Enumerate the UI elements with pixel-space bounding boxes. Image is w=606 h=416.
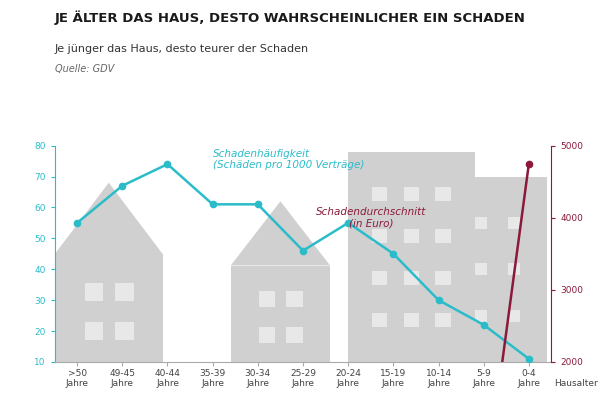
Bar (436, 229, 451, 243)
Text: Schadenhäufigkeit
(Schäden pro 1000 Verträge): Schadenhäufigkeit (Schäden pro 1000 Vert… (213, 149, 364, 170)
Bar (372, 313, 387, 327)
Bar (287, 291, 303, 307)
Bar (474, 310, 487, 322)
Bar (508, 263, 520, 275)
Bar (115, 283, 134, 301)
Bar (474, 263, 487, 275)
Text: JE ÄLTER DAS HAUS, DESTO WAHRSCHEINLICHER EIN SCHADEN: JE ÄLTER DAS HAUS, DESTO WAHRSCHEINLICHE… (55, 10, 525, 25)
Bar (436, 187, 451, 201)
Bar (259, 291, 276, 307)
Bar (508, 310, 520, 322)
Bar (404, 187, 419, 201)
Bar (85, 283, 104, 301)
Bar (115, 322, 134, 340)
Text: Schadendurchschnitt
(in Euro): Schadendurchschnitt (in Euro) (316, 207, 426, 228)
Bar (436, 313, 451, 327)
Text: Quelle: GDV: Quelle: GDV (55, 64, 114, 74)
Text: Je jünger das Haus, desto teurer der Schaden: Je jünger das Haus, desto teurer der Sch… (55, 44, 308, 54)
Bar (231, 265, 330, 362)
Bar (448, 176, 547, 362)
Bar (404, 229, 419, 243)
Bar (259, 327, 276, 343)
Bar (85, 322, 104, 340)
Bar (372, 271, 387, 285)
Bar (474, 217, 487, 229)
Polygon shape (55, 183, 163, 254)
Text: Hausalter: Hausalter (554, 379, 598, 388)
Bar (55, 254, 163, 362)
Bar (287, 327, 303, 343)
Bar (348, 152, 474, 362)
Bar (508, 217, 520, 229)
Bar (372, 229, 387, 243)
Bar (404, 271, 419, 285)
Bar (404, 313, 419, 327)
Polygon shape (231, 201, 330, 265)
Bar (372, 187, 387, 201)
Bar (436, 271, 451, 285)
